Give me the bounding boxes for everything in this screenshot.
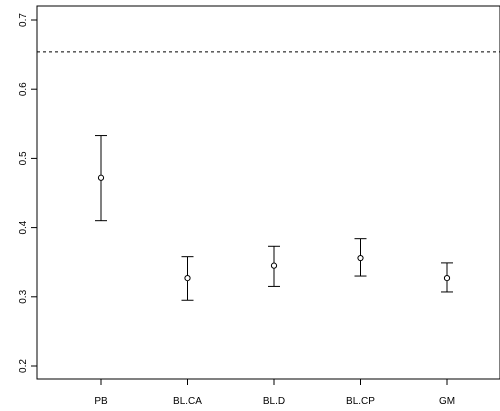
y-tick-label: 0.6 (18, 82, 29, 96)
x-tick-label: PB (94, 396, 108, 407)
error-bar-gm (441, 262, 453, 293)
data-point (443, 275, 451, 282)
x-tick-label: GM (439, 396, 455, 407)
y-axis: 0.2 0.3 0.4 0.5 0.6 0.7 (18, 13, 37, 373)
error-bar-pb (95, 135, 107, 222)
data-point (270, 262, 278, 269)
data-point (184, 275, 191, 282)
data-point (357, 254, 364, 262)
x-axis: PB BL.CA BL.D BL.CP GM (94, 379, 455, 407)
x-tick-label: BL.CP (346, 396, 375, 407)
y-tick-label: 0.3 (18, 289, 29, 303)
y-tick-label: 0.2 (18, 359, 29, 373)
data-point (97, 174, 105, 181)
error-bar-bl-d (268, 245, 280, 287)
error-bar-bl-cp (354, 238, 367, 277)
plot-frame (36, 5, 500, 380)
data-marks (95, 135, 453, 301)
y-tick-label: 0.5 (18, 151, 29, 165)
y-tick-label: 0.4 (18, 220, 29, 234)
y-tick-label: 0.7 (18, 13, 29, 27)
error-bar-bl-ca (181, 256, 194, 301)
x-tick-label: BL.CA (173, 396, 202, 407)
x-tick-label: BL.D (263, 396, 285, 407)
